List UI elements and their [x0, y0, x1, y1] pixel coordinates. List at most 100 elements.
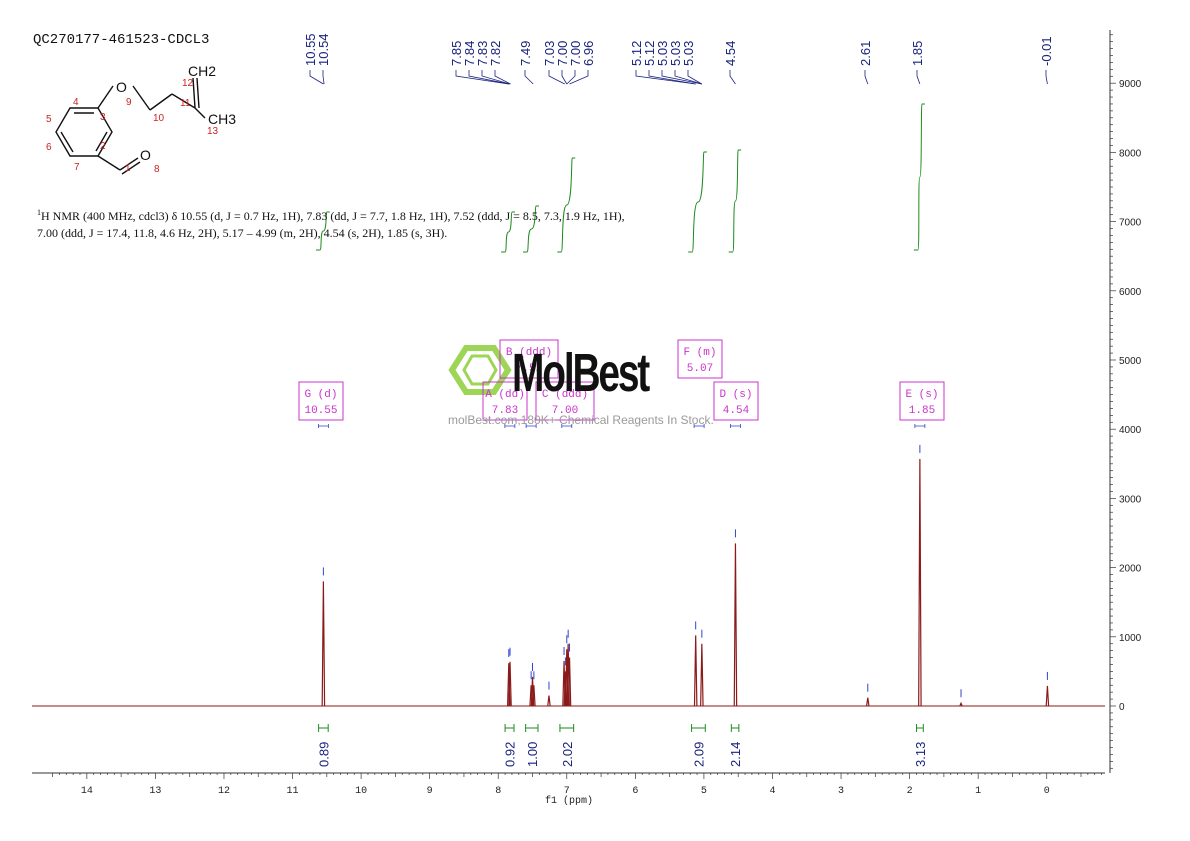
multiplet-annotations: A (dd) 7.83 B (ddd) 7.52 C (ddd) 7.00 D (s) 4.5…	[298, 339, 945, 428]
y-tick-label: 8000	[1119, 148, 1142, 159]
multiplet-shift: 7.83	[492, 405, 518, 417]
multiplet-name: A (dd)	[485, 389, 525, 401]
multiplet-range-marker	[317, 424, 329, 428]
multiplet-box	[713, 381, 759, 421]
nmr-description-text: H NMR (400 MHz, cdcl3) δ 10.55 (d, J = 0…	[37, 209, 625, 240]
multiplet-box	[499, 339, 559, 379]
x-tick-label: 10	[355, 786, 367, 797]
multiplet-box	[482, 381, 528, 421]
multiplet-box	[899, 381, 945, 421]
atom-number-5: 5	[46, 114, 52, 125]
integral-value: 2.09	[691, 742, 706, 767]
integral-value: 1.00	[525, 742, 540, 767]
integral-value: 2.02	[560, 742, 575, 767]
peak-label: 6.96	[581, 41, 596, 66]
oxygen-ether: O	[116, 79, 127, 95]
spectrum-peak	[918, 458, 922, 707]
atom-number-12: 12	[182, 78, 194, 89]
atom-number-9: 9	[126, 97, 132, 108]
peak-label-leader	[729, 70, 736, 85]
peak-label-leader	[864, 70, 869, 85]
peak-label: 7.83	[475, 41, 490, 66]
peak-label-leader	[494, 70, 511, 85]
integral-bar	[318, 724, 329, 732]
integral-curve	[501, 211, 515, 253]
peak-label-leader	[648, 70, 696, 85]
peak-label: 7.00	[568, 41, 583, 66]
y-tick-label: 7000	[1119, 218, 1142, 229]
peak-label-leader	[524, 70, 534, 85]
peak-label: 10.55	[303, 33, 318, 66]
multiplet-shift: 7.52	[516, 363, 542, 375]
peak-label-leader	[468, 70, 510, 85]
peak-label: 4.54	[723, 41, 738, 66]
x-tick-label: 5	[701, 786, 707, 797]
multiplet-name: D (s)	[719, 389, 752, 401]
y-tick-label: 4000	[1119, 425, 1142, 436]
peak-label: 5.03	[681, 41, 696, 66]
multiplet-shift: 7.00	[552, 405, 578, 417]
atom-number-6: 6	[46, 142, 52, 153]
multiplet-range-marker	[525, 424, 537, 428]
integral-curves	[315, 103, 925, 253]
x-tick-label: 3	[838, 786, 844, 797]
spectrum-peak	[865, 697, 870, 707]
y-tick-label: 3000	[1119, 494, 1142, 505]
peak-label: 7.84	[462, 41, 477, 66]
x-tick-label: 4	[769, 786, 775, 797]
peak-label-leader	[661, 70, 702, 85]
atom-number-4: 4	[73, 97, 79, 108]
peak-label: 2.61	[858, 41, 873, 66]
oxygen-carbonyl: O	[140, 147, 151, 163]
atom-number-3: 3	[100, 112, 106, 123]
multiplet-range-marker	[561, 424, 573, 428]
peak-label-leader	[455, 70, 509, 85]
y-tick-label: 1000	[1119, 633, 1142, 644]
peak-label-leader	[322, 70, 325, 85]
x-tick-label: 14	[81, 786, 93, 797]
x-tick-label: 7	[564, 786, 570, 797]
multiplet-range-marker	[693, 424, 705, 428]
peak-label: 5.03	[668, 41, 683, 66]
multiplet-shift: 10.55	[304, 405, 337, 417]
spectrum-peak	[1045, 685, 1050, 707]
integral-curve	[315, 211, 330, 251]
peak-label-leader	[635, 70, 696, 85]
peak-label-leader	[561, 70, 568, 85]
y-axis-ticks: 9000 8000 7000 6000 5000 4000 3000 2000 1000 0	[1110, 34, 1142, 769]
x-tick-label: 2	[907, 786, 913, 797]
spectrum-peak	[547, 695, 551, 707]
atom-number-11: 11	[180, 98, 191, 109]
spectrum-peak	[693, 635, 698, 707]
peak-label: 5.12	[629, 41, 644, 66]
peak-label-leader	[1045, 70, 1048, 85]
integral-bar	[504, 724, 515, 732]
y-tick-label: 9000	[1119, 79, 1142, 90]
integral-value: 0.92	[503, 742, 518, 767]
multiplet-name: F (m)	[683, 347, 716, 359]
multiplet-name: B (ddd)	[506, 347, 552, 359]
peak-label-leader	[548, 70, 565, 85]
spectrum-peak	[700, 643, 704, 707]
multiplet-box	[677, 339, 723, 379]
integral-bar	[559, 724, 575, 732]
spectrum-trace	[32, 444, 1105, 707]
integral-value: 3.13	[913, 742, 928, 767]
x-tick-label: 12	[218, 786, 230, 797]
sample-id: QC270177-461523-CDCL3	[33, 32, 210, 48]
methyl-group: CH3	[208, 111, 236, 127]
x-axis-title: f1 (ppm)	[545, 796, 594, 807]
integral-bars: 0.89 0.92 1.00 2.02 2.09 2.14 3.13	[316, 724, 928, 767]
atom-number-1: 1	[125, 163, 131, 174]
methylene-group: CH2	[188, 63, 216, 79]
peak-label-leader	[674, 70, 702, 85]
integral-bar	[525, 724, 539, 732]
peak-label: 7.49	[518, 41, 533, 66]
integral-value: 0.89	[316, 742, 331, 767]
y-tick-label: 5000	[1119, 356, 1142, 367]
peak-label: 7.82	[488, 41, 503, 66]
nucleus-superscript: 1	[37, 208, 41, 217]
peak-label-leader	[481, 70, 510, 85]
watermark-logo-icon	[448, 345, 512, 395]
